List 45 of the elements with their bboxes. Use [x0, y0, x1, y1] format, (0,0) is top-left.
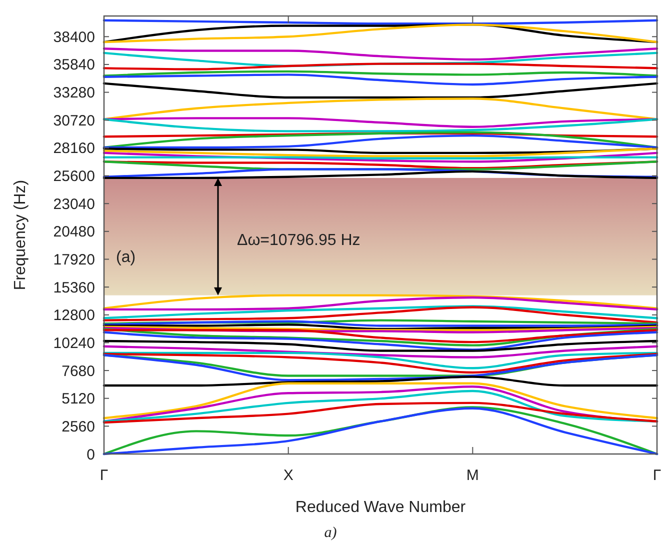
y-tick-label: 12800: [53, 307, 95, 324]
x-tick-label: Γ: [652, 467, 662, 484]
x-axis-title: Reduced Wave Number: [295, 499, 466, 516]
x-tick-label: M: [466, 467, 479, 484]
line-series: [102, 152, 658, 163]
line-series: [102, 118, 658, 132]
line-series: [102, 345, 658, 358]
line-series: [102, 328, 658, 346]
text: a): [324, 525, 337, 541]
line-series: [102, 402, 658, 424]
annotation: (a): [116, 249, 136, 266]
y-tick-label: 0: [86, 446, 95, 464]
y-tick-label: 28160: [53, 140, 95, 158]
y-tick-label: 20480: [53, 224, 95, 241]
y-tick-label: 38400: [53, 28, 95, 46]
y-tick-label: 23040: [53, 196, 95, 213]
line-series: [102, 331, 658, 351]
line-series: [102, 306, 658, 324]
line-series: [102, 354, 658, 382]
line-series: [102, 131, 658, 149]
y-tick-label: 2560: [62, 418, 95, 436]
line-series: [102, 48, 658, 61]
line-series: [102, 134, 658, 149]
x-tick-label: X: [283, 467, 294, 484]
line-series: [102, 352, 658, 370]
y-tick-label: 10240: [53, 334, 95, 352]
y-tick-label: 7680: [62, 362, 95, 380]
y-tick-label: 5120: [62, 390, 95, 408]
annotation: Δω=10796.95 Hz: [237, 232, 360, 249]
y-tick-label: 25600: [53, 168, 95, 186]
y-tick-label: 30720: [53, 112, 95, 130]
line-series: [102, 24, 658, 44]
y-tick-label: 35840: [53, 56, 95, 74]
x-tick-label: Γ: [100, 467, 108, 484]
y-tick-label: 17920: [53, 251, 95, 268]
line-series: [102, 117, 658, 128]
y-tick-label: 15360: [53, 279, 95, 296]
line-series: [102, 340, 658, 352]
line-series: [102, 147, 658, 158]
line-series: [102, 329, 658, 344]
line-series: [102, 376, 658, 387]
y-tick-label: 33280: [53, 84, 95, 102]
line-series: [102, 74, 658, 86]
line-series: [102, 305, 658, 320]
y-axis-title: Frequency (Hz): [12, 180, 29, 290]
